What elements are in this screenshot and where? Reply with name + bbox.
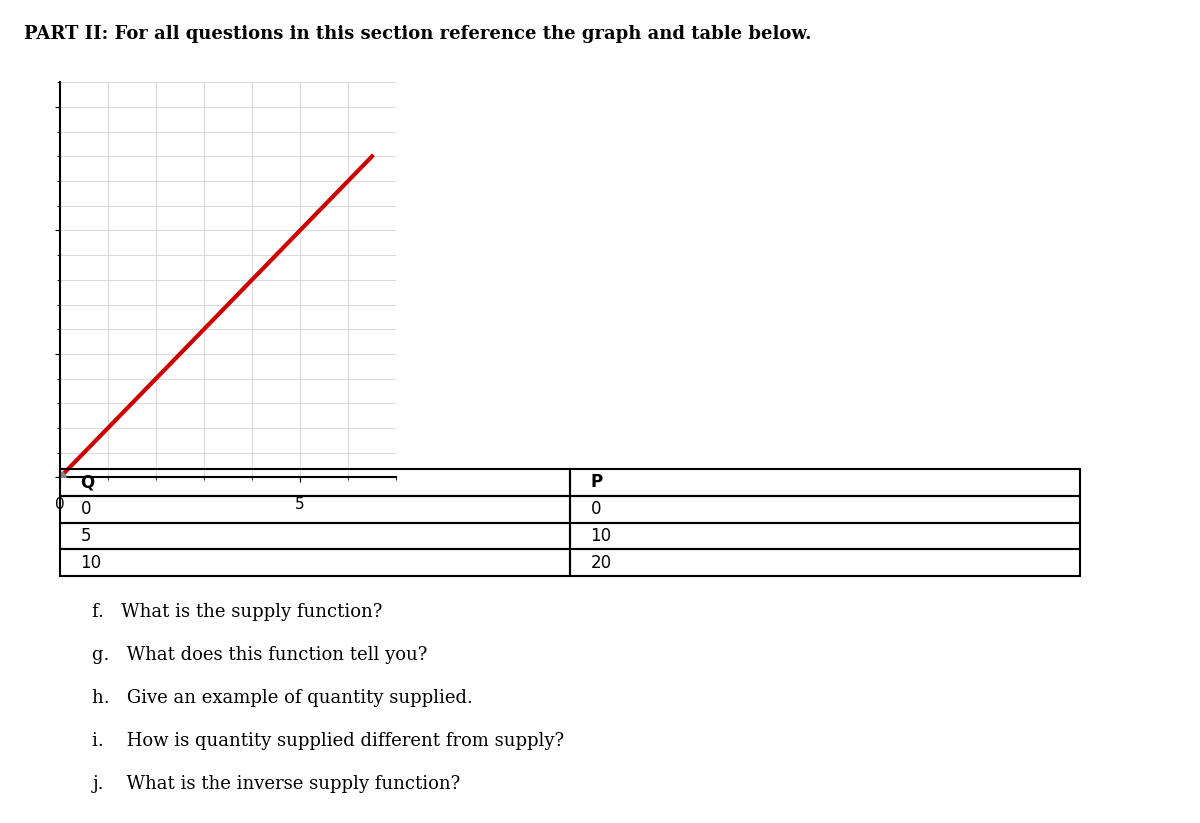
Text: PART II: For all questions in this section reference the graph and table below.: PART II: For all questions in this secti… bbox=[24, 25, 811, 43]
Bar bbox=[60, 469, 570, 495]
Text: h.   Give an example of quantity supplied.: h. Give an example of quantity supplied. bbox=[92, 690, 473, 707]
Text: g.   What does this function tell you?: g. What does this function tell you? bbox=[92, 646, 427, 664]
Text: P: P bbox=[590, 473, 602, 491]
Bar bbox=[570, 523, 1080, 550]
Bar bbox=[60, 523, 570, 550]
Text: i.    How is quantity supplied different from supply?: i. How is quantity supplied different fr… bbox=[92, 732, 564, 751]
Text: Q: Q bbox=[80, 473, 95, 491]
Text: f.   What is the supply function?: f. What is the supply function? bbox=[92, 603, 383, 621]
Text: j.    What is the inverse supply function?: j. What is the inverse supply function? bbox=[92, 775, 461, 793]
Text: 10: 10 bbox=[80, 554, 102, 572]
Text: 10: 10 bbox=[590, 527, 612, 545]
Text: 5: 5 bbox=[80, 527, 91, 545]
Text: 20: 20 bbox=[590, 554, 612, 572]
Bar bbox=[60, 550, 570, 576]
Text: 0: 0 bbox=[590, 500, 601, 518]
Text: 0: 0 bbox=[80, 500, 91, 518]
Bar bbox=[570, 495, 1080, 523]
Bar bbox=[60, 495, 570, 523]
Text: 5: 5 bbox=[295, 497, 305, 512]
Point bbox=[50, 471, 70, 484]
Bar bbox=[570, 550, 1080, 576]
Bar bbox=[570, 469, 1080, 495]
Text: 0: 0 bbox=[55, 497, 65, 512]
